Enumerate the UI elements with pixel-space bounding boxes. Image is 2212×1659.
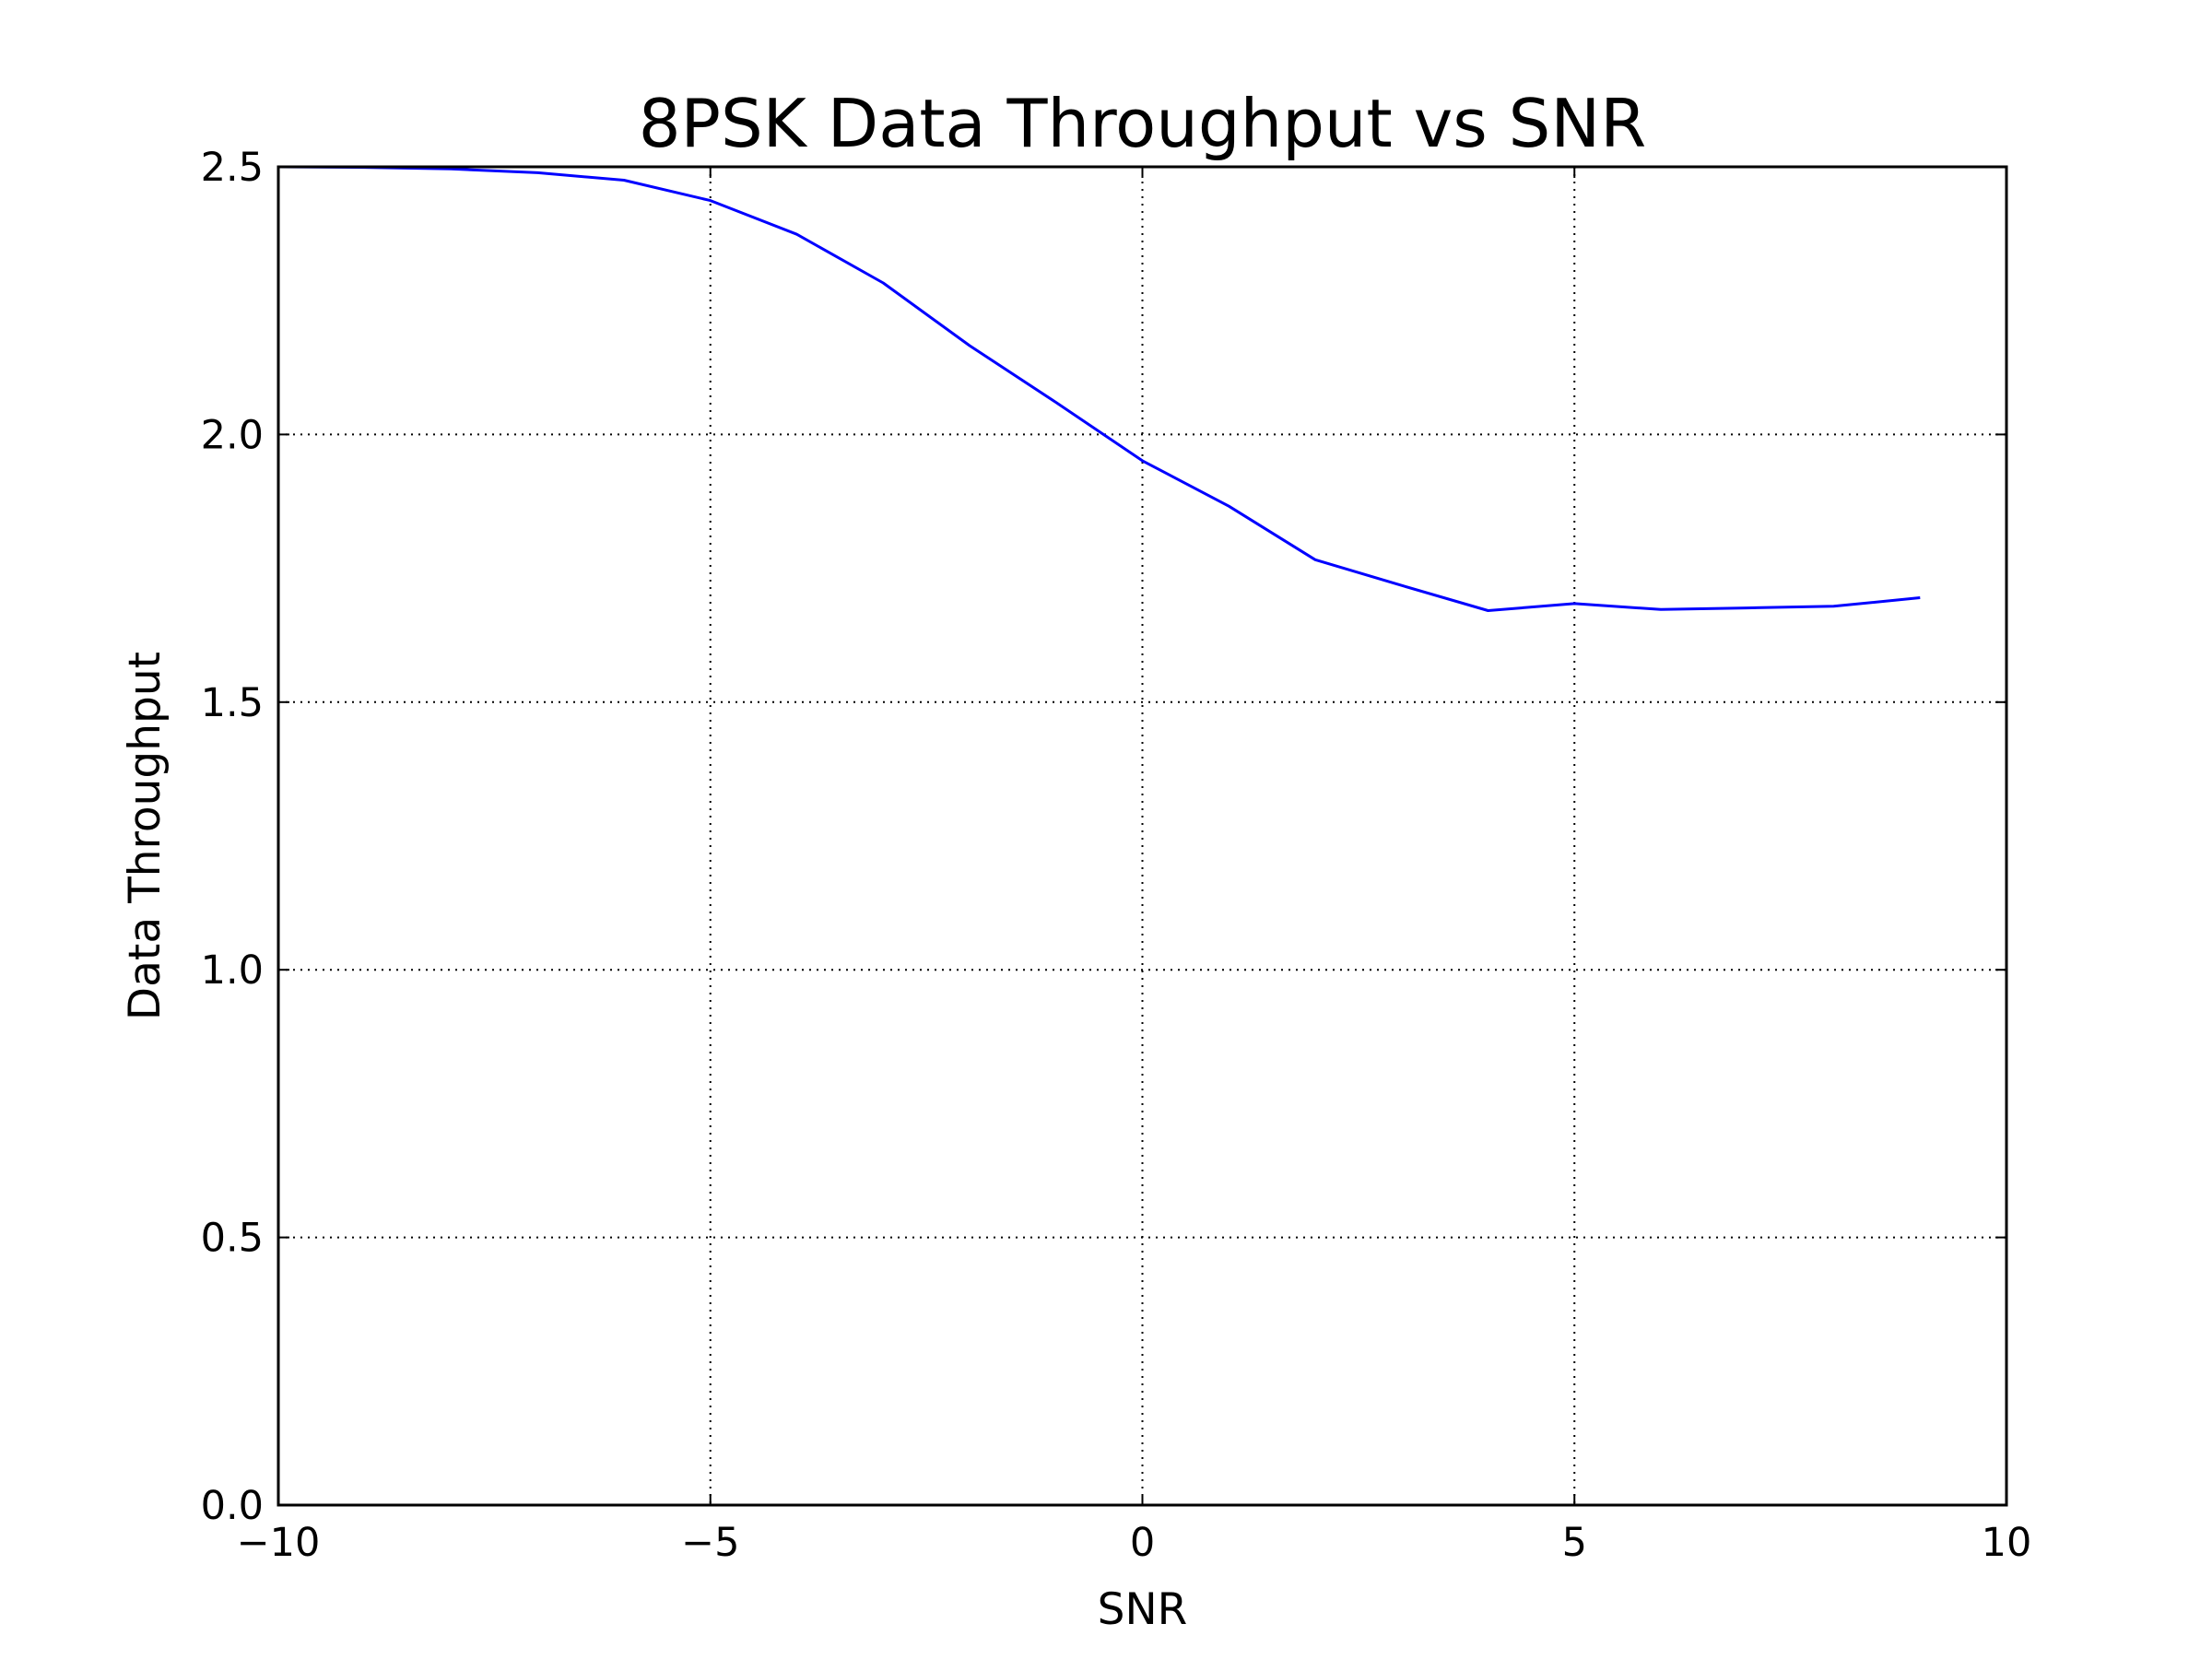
- series-layer: [277, 165, 1921, 612]
- x-tick-label: −10: [237, 1520, 321, 1566]
- ticks: −10 −5 0 5 10 0.0 0.5 1.0 1.5 2.0 2.5: [201, 145, 2032, 1566]
- grid: [278, 167, 2006, 1505]
- x-axis-label: SNR: [1098, 1584, 1188, 1635]
- y-tick-label: 2.5: [201, 145, 264, 191]
- series-line: [277, 165, 1921, 612]
- chart-title: 8PSK Data Throughput vs SNR: [639, 85, 1647, 162]
- y-tick-label: 2.0: [201, 412, 264, 458]
- x-tick-label: 10: [1982, 1520, 2032, 1566]
- y-tick-label: 1.0: [201, 947, 264, 994]
- x-tick-label: −5: [681, 1520, 739, 1566]
- x-tick-label: 0: [1130, 1520, 1155, 1566]
- y-tick-label: 0.0: [201, 1483, 264, 1529]
- plot-frame: [276, 165, 2008, 1507]
- y-axis-label: Data Throughput: [120, 652, 171, 1020]
- x-tick-label: 5: [1562, 1520, 1587, 1566]
- y-tick-label: 0.5: [201, 1216, 264, 1262]
- y-tick-label: 1.5: [201, 680, 264, 726]
